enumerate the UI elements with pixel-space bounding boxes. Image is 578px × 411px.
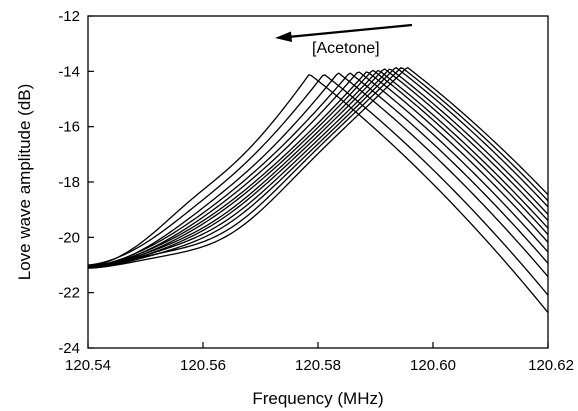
series-line-4 — [88, 72, 548, 268]
series-layer — [88, 66, 548, 314]
x-tick-label: 120.58 — [295, 357, 341, 374]
y-tick-label: -12 — [58, 8, 80, 25]
series-line-13 — [88, 66, 548, 269]
y-tick-label: -14 — [58, 63, 80, 80]
acetone-annotation: [Acetone] — [312, 40, 380, 57]
series-line-9 — [88, 68, 548, 269]
y-tick-label: -18 — [58, 174, 80, 191]
series-line-5 — [88, 71, 548, 269]
y-tick-label: -16 — [58, 119, 80, 136]
x-axis-title: Frequency (MHz) — [252, 389, 383, 408]
series-line-7 — [88, 69, 548, 269]
y-tick-label: -24 — [58, 340, 80, 357]
x-tick-label: 120.54 — [65, 357, 111, 374]
plot-frame — [87, 15, 549, 349]
y-axis-title: Love wave amplitude (dB) — [15, 84, 34, 281]
series-line-2 — [88, 74, 548, 296]
series-line-3 — [88, 72, 548, 278]
series-line-10 — [88, 68, 548, 268]
ticks-layer: 120.54 120.56 120.58 120.60 120.62 -24 -22 -20 -… — [58, 8, 574, 374]
y-tick-label: -20 — [58, 229, 80, 246]
x-tick-label: 120.56 — [180, 357, 226, 374]
x-tick-label: 120.62 — [528, 357, 574, 374]
series-line-6 — [88, 71, 548, 268]
series-line-1 — [88, 74, 548, 314]
x-tick-label: 120.60 — [410, 357, 456, 374]
series-line-12 — [88, 67, 548, 266]
acetone-arrow — [287, 23, 413, 39]
acetone-arrow-head — [275, 31, 292, 42]
series-line-8 — [88, 69, 548, 268]
y-tick-label: -22 — [58, 285, 80, 302]
